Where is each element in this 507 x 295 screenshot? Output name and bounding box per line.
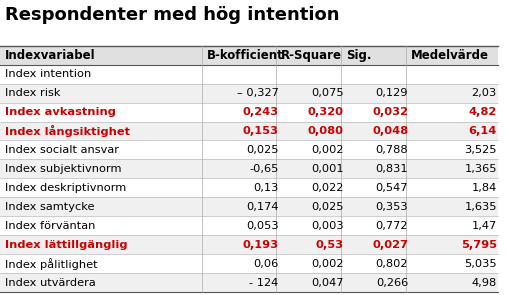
Text: 0,153: 0,153 bbox=[243, 126, 279, 136]
Text: Indexvariabel: Indexvariabel bbox=[5, 49, 96, 62]
Text: Sig.: Sig. bbox=[346, 49, 372, 62]
Text: Index deskriptivnorm: Index deskriptivnorm bbox=[5, 183, 126, 193]
Text: 0,06: 0,06 bbox=[254, 259, 279, 269]
Bar bbox=[0, 83, 498, 103]
Text: Index långsiktighet: Index långsiktighet bbox=[5, 125, 130, 137]
Text: 4,98: 4,98 bbox=[472, 278, 497, 288]
Text: 0,027: 0,027 bbox=[372, 240, 408, 250]
Text: Index socialt ansvar: Index socialt ansvar bbox=[5, 145, 119, 155]
Text: 0,320: 0,320 bbox=[307, 107, 343, 117]
Text: 0,788: 0,788 bbox=[376, 145, 408, 155]
Text: 0,129: 0,129 bbox=[376, 88, 408, 98]
Bar bbox=[0, 46, 498, 65]
Text: 0,243: 0,243 bbox=[243, 107, 279, 117]
Text: Index risk: Index risk bbox=[5, 88, 60, 98]
Text: 0,802: 0,802 bbox=[376, 259, 408, 269]
Text: 0,002: 0,002 bbox=[311, 145, 343, 155]
Text: 0,772: 0,772 bbox=[376, 221, 408, 231]
Text: 0,003: 0,003 bbox=[311, 221, 343, 231]
Text: 0,174: 0,174 bbox=[246, 202, 279, 212]
Text: 1,47: 1,47 bbox=[472, 221, 497, 231]
Text: Index utvärdera: Index utvärdera bbox=[5, 278, 96, 288]
Text: 0,002: 0,002 bbox=[311, 259, 343, 269]
Bar bbox=[0, 122, 498, 140]
Text: Index förväntan: Index förväntan bbox=[5, 221, 95, 231]
Text: 0,193: 0,193 bbox=[243, 240, 279, 250]
Bar bbox=[0, 197, 498, 216]
Text: 5,795: 5,795 bbox=[461, 240, 497, 250]
Text: 0,266: 0,266 bbox=[376, 278, 408, 288]
Text: 6,14: 6,14 bbox=[468, 126, 497, 136]
Text: 0,022: 0,022 bbox=[311, 183, 343, 193]
Text: 0,048: 0,048 bbox=[372, 126, 408, 136]
Bar bbox=[0, 273, 498, 292]
Text: 4,82: 4,82 bbox=[468, 107, 497, 117]
Text: Medelvärde: Medelvärde bbox=[411, 49, 489, 62]
Text: 0,053: 0,053 bbox=[246, 221, 279, 231]
Text: 0,080: 0,080 bbox=[307, 126, 343, 136]
Text: 0,13: 0,13 bbox=[254, 183, 279, 193]
Bar bbox=[0, 254, 498, 273]
Text: R-Square: R-Square bbox=[281, 49, 342, 62]
Text: 5,035: 5,035 bbox=[464, 259, 497, 269]
Text: Index avkastning: Index avkastning bbox=[5, 107, 116, 117]
Text: Index intention: Index intention bbox=[5, 69, 91, 79]
Bar bbox=[0, 103, 498, 122]
Text: 0,831: 0,831 bbox=[376, 164, 408, 174]
Text: 1,635: 1,635 bbox=[464, 202, 497, 212]
Text: B-kofficient: B-kofficient bbox=[206, 49, 283, 62]
Text: 0,53: 0,53 bbox=[315, 240, 343, 250]
Bar bbox=[0, 159, 498, 178]
Text: 1,84: 1,84 bbox=[472, 183, 497, 193]
Text: 0,001: 0,001 bbox=[311, 164, 343, 174]
Text: 0,025: 0,025 bbox=[246, 145, 279, 155]
Bar bbox=[0, 216, 498, 235]
Text: 0,075: 0,075 bbox=[311, 88, 343, 98]
Text: 0,032: 0,032 bbox=[372, 107, 408, 117]
Text: 0,047: 0,047 bbox=[311, 278, 343, 288]
Text: 0,025: 0,025 bbox=[311, 202, 343, 212]
Text: Respondenter med hög intention: Respondenter med hög intention bbox=[5, 6, 340, 24]
Text: 0,353: 0,353 bbox=[376, 202, 408, 212]
Text: -0,65: -0,65 bbox=[249, 164, 279, 174]
Text: – 0,327: – 0,327 bbox=[237, 88, 279, 98]
Text: 1,365: 1,365 bbox=[464, 164, 497, 174]
Bar bbox=[0, 140, 498, 159]
Text: Index pålitlighet: Index pålitlighet bbox=[5, 258, 98, 270]
Text: - 124: - 124 bbox=[249, 278, 279, 288]
Text: Index subjektivnorm: Index subjektivnorm bbox=[5, 164, 122, 174]
Text: 2,03: 2,03 bbox=[472, 88, 497, 98]
Text: Index lättillgänglig: Index lättillgänglig bbox=[5, 240, 127, 250]
Bar bbox=[0, 65, 498, 83]
Text: 0,547: 0,547 bbox=[376, 183, 408, 193]
Text: Index samtycke: Index samtycke bbox=[5, 202, 94, 212]
Text: 3,525: 3,525 bbox=[464, 145, 497, 155]
Bar bbox=[0, 235, 498, 254]
Bar bbox=[0, 178, 498, 197]
